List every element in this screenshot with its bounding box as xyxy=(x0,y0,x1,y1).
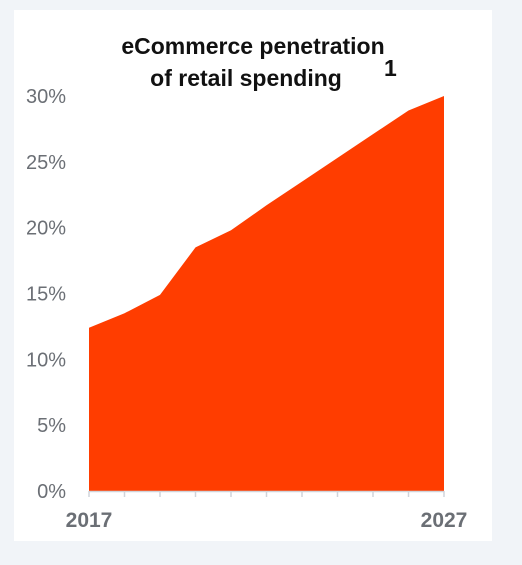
plot-area: 0% 5% 10% 15% 20% 25% 30% 2017 2027 xyxy=(26,86,467,532)
y-tick-label: 10% xyxy=(26,349,66,371)
area-series xyxy=(89,96,444,491)
chart-title-line-2-text: of retail spending xyxy=(150,65,342,91)
chart-card: eCommerce penetration of retail spending… xyxy=(14,10,492,541)
area-chart: eCommerce penetration of retail spending… xyxy=(26,33,467,532)
y-tick-label: 30% xyxy=(26,86,66,108)
y-tick-label: 0% xyxy=(37,481,66,503)
y-tick-label: 15% xyxy=(26,284,66,306)
y-tick-label: 25% xyxy=(26,152,66,174)
chart-title-line-1: eCommerce penetration xyxy=(121,33,384,59)
x-tick-label: 2027 xyxy=(421,509,468,532)
y-tick-label: 5% xyxy=(37,415,66,437)
chart-title-line-2: of retail spending xyxy=(150,65,342,91)
y-tick-label: 20% xyxy=(26,218,66,240)
x-tick-label: 2017 xyxy=(66,509,113,532)
chart-title-footnote: 1 xyxy=(384,55,397,81)
